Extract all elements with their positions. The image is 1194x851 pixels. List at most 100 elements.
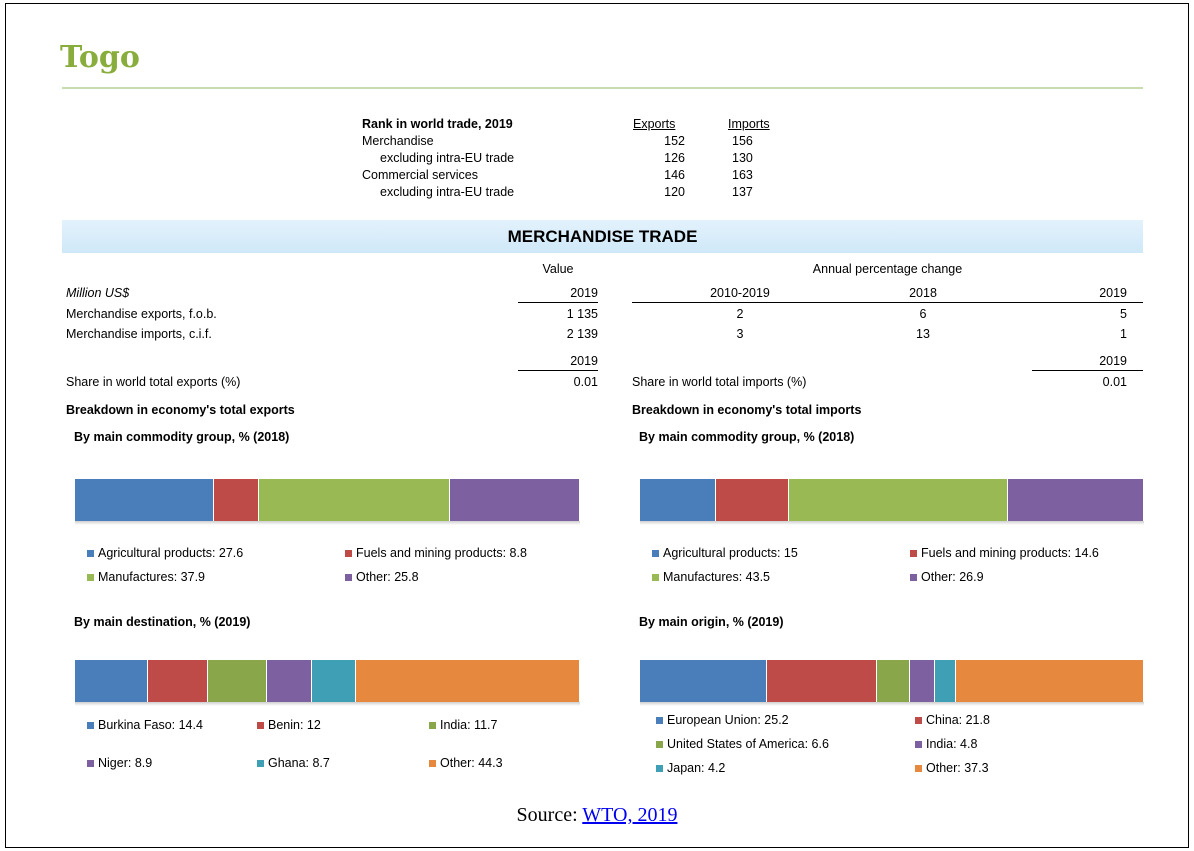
share-label: Share in world total exports (%) [66,375,241,389]
legend-swatch [257,722,264,729]
col-header: 2010-2019 [710,286,770,300]
bar-segment [208,660,268,702]
legend-label: Ghana: 8.7 [268,756,330,770]
section-title: MERCHANDISE TRADE [507,227,698,246]
group-title: By main commodity group, % (2018) [74,430,290,444]
bar-shadow [640,521,1144,525]
legend-swatch [652,574,659,581]
rank-col: Imports [728,117,770,131]
legend-label: Other: 25.8 [356,570,419,584]
bar-segment [715,479,790,521]
legend-label: Manufactures: 43.5 [663,570,771,584]
trade-label: Merchandise imports, c.i.f. [66,327,212,341]
bar-segment [356,660,580,702]
header-rule [518,302,598,303]
legend-label: Other: 44.3 [440,756,503,770]
group-title: By main origin, % (2019) [639,615,784,629]
rank-label: Commercial services [362,168,478,182]
legend-swatch [915,717,922,724]
trade-value: 2 139 [566,327,598,341]
bar-segment [934,660,956,702]
legend-label: Manufactures: 37.9 [98,570,206,584]
legend-label: United States of America: 6.6 [667,737,829,751]
legend-label: European Union: 25.2 [667,713,789,727]
group-title: By main commodity group, % (2018) [639,430,855,444]
legend-swatch [87,722,94,729]
bar-segment [258,479,450,521]
bar-segment [640,479,716,521]
trade-value: 3 [736,327,744,341]
page-title: Togo [60,40,140,75]
legend-label: China: 21.8 [926,713,990,727]
bar-segment [910,660,935,702]
bar-segment [1008,479,1144,521]
rank-value: 137 [732,185,753,199]
legend-label: Burkina Faso: 14.4 [98,718,203,732]
legend-swatch [87,760,94,767]
rank-col: Exports [633,117,676,131]
legend-label: Benin: 12 [268,718,321,732]
trade-value: 1 135 [566,307,598,321]
legend-label: India: 11.7 [440,718,498,732]
legend-label: Agricultural products: 27.6 [98,546,244,560]
trade-value: 13 [916,327,930,341]
section-band [62,220,1143,253]
legend-label: India: 4.8 [926,737,978,751]
share-label: Share in world total imports (%) [632,375,807,389]
legend-swatch [656,741,663,748]
group-title: By main destination, % (2019) [74,615,251,629]
breakdown-title: Breakdown in economy's total imports [632,403,862,417]
legend-swatch [429,760,436,767]
title-rule [62,87,1143,89]
bar-segment [267,660,313,702]
source-link[interactable]: WTO, 2019 [582,804,678,826]
trade-value: 5 [1120,307,1127,321]
bar-shadow [640,702,1144,706]
source: Source: WTO, 2019 [0,803,1194,827]
legend-label: Agricultural products: 15 [663,546,798,560]
bar-segment [640,660,768,702]
legend-label: Niger: 8.9 [98,756,153,770]
legend-label: Fuels and mining products: 8.8 [356,546,527,560]
rank-value: 156 [732,134,753,148]
legend-label: Other: 37.3 [926,761,989,775]
legend-label: Other: 26.9 [921,570,984,584]
bar-segment [75,660,148,702]
trade-value: 2 [736,307,744,321]
header-rule [632,302,1143,303]
bar-segment [955,660,1144,702]
page-frame [5,3,1189,848]
source-prefix: Source: [516,804,578,826]
legend-swatch [915,765,922,772]
legend-swatch [87,574,94,581]
legend-swatch [656,765,663,772]
rank-label: excluding intra-EU trade [380,185,515,199]
legend-swatch [910,574,917,581]
bar-segment [147,660,209,702]
col-header: 2018 [909,286,937,300]
legend-swatch [429,722,436,729]
rank-value: 126 [664,151,685,165]
bar-shadow [75,702,580,706]
trade-label: Merchandise exports, f.o.b. [66,307,217,321]
col-header: 2019 [570,286,598,300]
legend-swatch [87,550,94,557]
bar-segment [877,660,911,702]
share-year: 2019 [570,354,598,368]
share-value: 0.01 [573,375,598,389]
rank-value: 146 [664,168,685,182]
rank-label: Merchandise [362,134,434,148]
legend-label: Japan: 4.2 [667,761,726,775]
rank-value: 152 [664,134,685,148]
legend-swatch [652,550,659,557]
rank-value: 130 [732,151,753,165]
bar-segment [789,479,1009,521]
bar-segment [767,660,878,702]
share-rule [518,370,598,371]
legend-swatch [915,741,922,748]
bar-shadow [75,521,580,525]
legend-swatch [345,550,352,557]
legend-swatch [656,717,663,724]
rank-value: 120 [664,185,685,199]
